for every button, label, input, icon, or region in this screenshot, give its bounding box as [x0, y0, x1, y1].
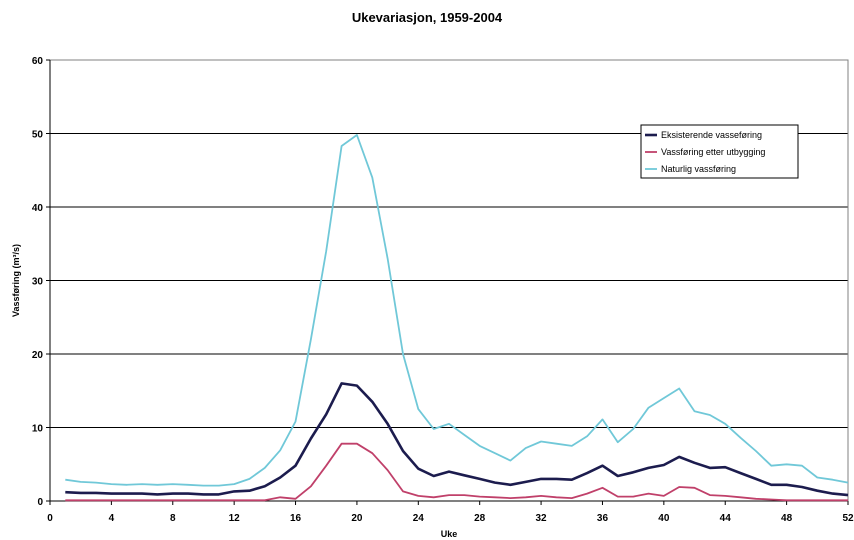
series-line-naturlig-vassf-ring: [65, 134, 849, 487]
y-axis-label: Vassføring (m³/s): [11, 244, 21, 317]
legend-label: Eksisterende vasseføring: [661, 130, 762, 140]
y-tick-label: 40: [32, 203, 44, 214]
x-tick-label: 52: [842, 513, 854, 524]
y-tick-label: 50: [32, 130, 44, 141]
x-tick-label: 48: [781, 513, 793, 524]
gridlines: [50, 59, 848, 428]
x-tick-label: 16: [290, 513, 302, 524]
x-tick-label: 0: [47, 513, 53, 524]
x-tick-label: 32: [536, 513, 548, 524]
x-tick-label: 12: [229, 513, 241, 524]
series-line-eksisterende-vassef-ring: [65, 382, 849, 497]
x-tick-label: 36: [597, 513, 609, 524]
x-tick-label: 20: [351, 513, 363, 524]
legend-label: Vassføring etter utbygging: [661, 147, 765, 157]
y-tick-label: 60: [32, 56, 44, 67]
x-tick-label: 4: [109, 513, 115, 524]
legend-box: [640, 124, 799, 179]
chart-title: Ukevariasjon, 1959-2004: [351, 10, 503, 25]
y-tick-label: 10: [32, 424, 44, 435]
x-axis-label: Uke: [441, 529, 458, 539]
legend-label: Naturlig vassføring: [661, 164, 736, 174]
x-tick-label: 28: [474, 513, 486, 524]
x-tick-label: 8: [170, 513, 176, 524]
y-tick-label: 20: [32, 350, 44, 361]
y-tick-label: 30: [32, 277, 44, 288]
x-tick-label: 44: [720, 513, 732, 524]
series-line-vassf-ring-etter-utbygging: [65, 442, 848, 502]
legend: Eksisterende vasseføring Vassføring etter…: [640, 124, 799, 179]
x-tick-label: 40: [658, 513, 670, 524]
y-tick-label: 0: [37, 497, 43, 508]
x-tick-label: 24: [413, 513, 425, 524]
series-lines: [65, 134, 849, 502]
